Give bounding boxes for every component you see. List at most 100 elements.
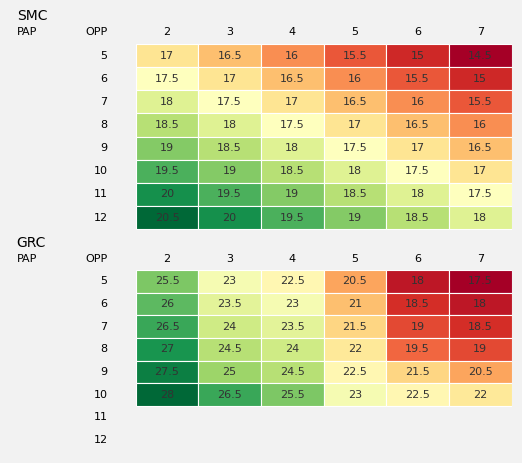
Bar bbox=[261, 90, 324, 113]
Bar bbox=[449, 137, 512, 160]
Text: 3: 3 bbox=[226, 27, 233, 38]
Text: 19.5: 19.5 bbox=[280, 213, 305, 223]
Text: 18: 18 bbox=[285, 143, 300, 153]
Bar bbox=[386, 137, 449, 160]
Text: 8: 8 bbox=[100, 344, 108, 355]
Text: 17.5: 17.5 bbox=[280, 120, 305, 130]
Bar bbox=[324, 315, 386, 338]
Bar bbox=[386, 315, 449, 338]
Bar bbox=[449, 160, 512, 183]
Text: 16.5: 16.5 bbox=[217, 50, 242, 61]
Text: PAP: PAP bbox=[17, 254, 37, 264]
Text: 17.5: 17.5 bbox=[468, 189, 493, 200]
Text: 25.5: 25.5 bbox=[155, 276, 180, 287]
Bar bbox=[136, 338, 198, 361]
Text: 25.5: 25.5 bbox=[280, 390, 305, 400]
Text: 24.5: 24.5 bbox=[280, 367, 305, 377]
Text: 7: 7 bbox=[100, 97, 108, 107]
Bar bbox=[449, 270, 512, 293]
Bar bbox=[386, 160, 449, 183]
Bar bbox=[261, 383, 324, 406]
Text: 16.5: 16.5 bbox=[280, 74, 305, 84]
Text: 5: 5 bbox=[101, 50, 108, 61]
Text: 28: 28 bbox=[160, 390, 174, 400]
Text: 19.5: 19.5 bbox=[155, 166, 180, 176]
Text: 19: 19 bbox=[222, 166, 237, 176]
Text: 17.5: 17.5 bbox=[405, 166, 430, 176]
Bar bbox=[198, 90, 261, 113]
Text: 18.5: 18.5 bbox=[468, 322, 493, 332]
Text: 14.5: 14.5 bbox=[468, 50, 493, 61]
Text: 20: 20 bbox=[222, 213, 237, 223]
Text: 23: 23 bbox=[348, 390, 362, 400]
Text: 5: 5 bbox=[351, 27, 359, 38]
Text: 18: 18 bbox=[410, 189, 425, 200]
Text: 20.5: 20.5 bbox=[468, 367, 493, 377]
Bar bbox=[136, 113, 198, 137]
Text: GRC: GRC bbox=[17, 236, 46, 250]
Text: 12: 12 bbox=[93, 213, 108, 223]
Bar bbox=[449, 44, 512, 67]
Bar bbox=[261, 137, 324, 160]
Bar bbox=[324, 293, 386, 315]
Text: 16.5: 16.5 bbox=[468, 143, 493, 153]
Text: 23.5: 23.5 bbox=[280, 322, 305, 332]
Bar bbox=[136, 270, 198, 293]
Bar bbox=[261, 113, 324, 137]
Text: 9: 9 bbox=[100, 143, 108, 153]
Text: 25: 25 bbox=[222, 367, 237, 377]
Bar bbox=[136, 160, 198, 183]
Text: 22.5: 22.5 bbox=[405, 390, 430, 400]
Bar bbox=[324, 206, 386, 229]
Text: 23: 23 bbox=[222, 276, 237, 287]
Bar bbox=[449, 383, 512, 406]
Text: 22: 22 bbox=[473, 390, 488, 400]
Bar bbox=[198, 338, 261, 361]
Text: 19: 19 bbox=[348, 213, 362, 223]
Bar bbox=[386, 361, 449, 383]
Bar bbox=[449, 206, 512, 229]
Text: 17: 17 bbox=[410, 143, 425, 153]
Bar bbox=[324, 338, 386, 361]
Text: 15.5: 15.5 bbox=[405, 74, 430, 84]
Text: 16: 16 bbox=[473, 120, 487, 130]
Text: SMC: SMC bbox=[17, 9, 47, 23]
Bar bbox=[198, 137, 261, 160]
Bar bbox=[198, 44, 261, 67]
Text: 2: 2 bbox=[163, 254, 171, 264]
Bar bbox=[198, 270, 261, 293]
Bar bbox=[198, 315, 261, 338]
Text: 19: 19 bbox=[410, 322, 425, 332]
Bar bbox=[449, 67, 512, 90]
Bar bbox=[386, 383, 449, 406]
Text: 19.5: 19.5 bbox=[405, 344, 430, 355]
Bar bbox=[198, 206, 261, 229]
Text: 24: 24 bbox=[222, 322, 237, 332]
Text: 27.5: 27.5 bbox=[155, 367, 180, 377]
Text: 18: 18 bbox=[473, 299, 488, 309]
Bar bbox=[261, 293, 324, 315]
Bar bbox=[449, 315, 512, 338]
Text: 16: 16 bbox=[348, 74, 362, 84]
Text: 18: 18 bbox=[473, 213, 488, 223]
Bar bbox=[324, 67, 386, 90]
Text: 15: 15 bbox=[411, 50, 424, 61]
Text: 23: 23 bbox=[285, 299, 300, 309]
Bar bbox=[261, 361, 324, 383]
Text: 21.5: 21.5 bbox=[342, 322, 367, 332]
Text: 24: 24 bbox=[285, 344, 300, 355]
Bar bbox=[261, 67, 324, 90]
Text: 18.5: 18.5 bbox=[405, 299, 430, 309]
Text: 17: 17 bbox=[348, 120, 362, 130]
Bar bbox=[449, 338, 512, 361]
Bar bbox=[449, 183, 512, 206]
Text: 22.5: 22.5 bbox=[342, 367, 367, 377]
Bar bbox=[324, 160, 386, 183]
Text: 18.5: 18.5 bbox=[155, 120, 180, 130]
Text: 2: 2 bbox=[163, 27, 171, 38]
Bar bbox=[261, 183, 324, 206]
Text: 17: 17 bbox=[473, 166, 488, 176]
Bar bbox=[198, 361, 261, 383]
Text: 11: 11 bbox=[93, 413, 108, 422]
Bar bbox=[136, 44, 198, 67]
